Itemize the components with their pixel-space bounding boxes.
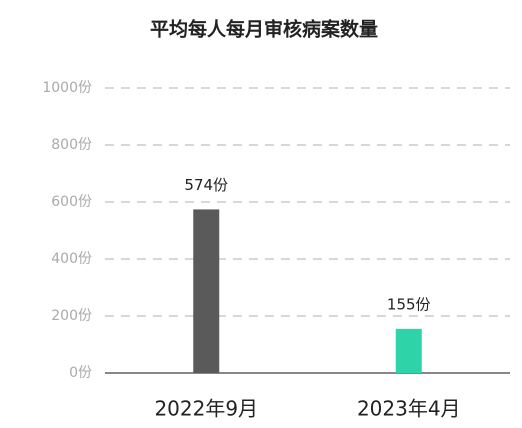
value-label: 155份 bbox=[387, 295, 431, 313]
x-tick-label: 2022年9月 bbox=[154, 397, 258, 421]
y-tick-label: 200份 bbox=[51, 308, 92, 324]
y-tick-label: 0份 bbox=[69, 365, 92, 381]
bar bbox=[395, 328, 422, 373]
y-tick-label: 1000份 bbox=[42, 80, 92, 96]
x-tick-label: 2023年4月 bbox=[357, 397, 461, 421]
y-tick-label: 600份 bbox=[51, 194, 92, 210]
y-tick-label: 400份 bbox=[51, 251, 92, 267]
value-label: 574份 bbox=[184, 176, 228, 194]
y-tick-label: 800份 bbox=[51, 137, 92, 153]
bar bbox=[193, 209, 220, 373]
chart-title: 平均每人每月审核病案数量 bbox=[150, 18, 378, 41]
